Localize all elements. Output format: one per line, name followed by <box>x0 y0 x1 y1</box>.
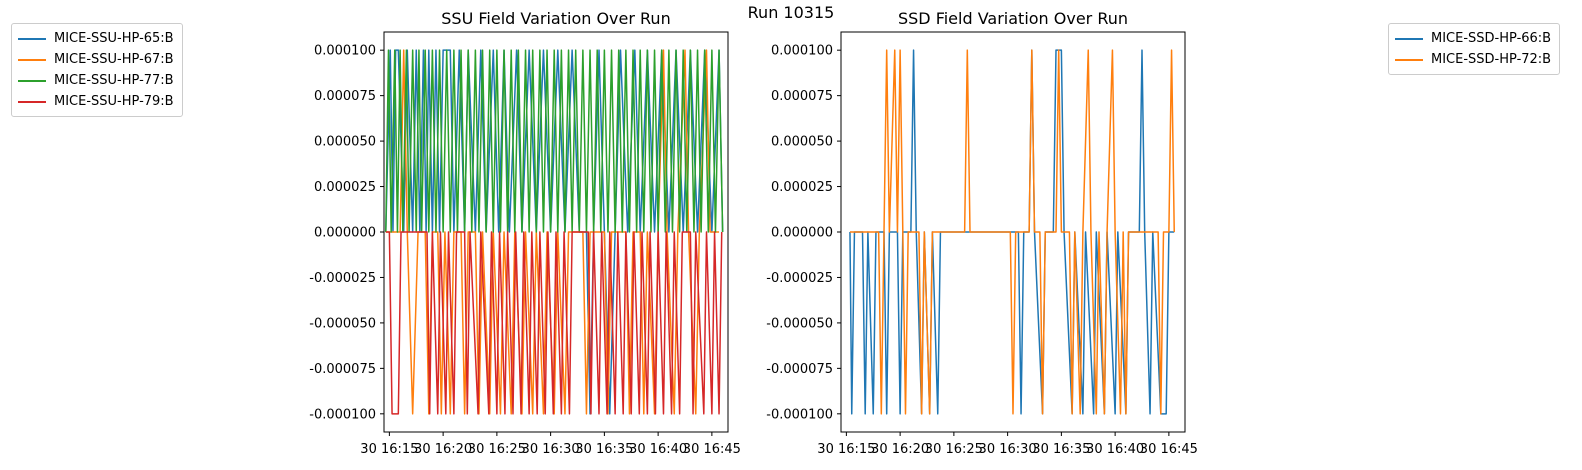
ssu-legend-item-1: MICE-SSU-HP-65:B <box>18 28 174 49</box>
ssu-y-tick-label: -0.000075 <box>309 362 376 377</box>
ssu-legend-item-3: MICE-SSU-HP-77:B <box>18 70 174 91</box>
ssu-legend-label: MICE-SSU-HP-65:B <box>54 31 174 46</box>
ssu-legend-label: MICE-SSU-HP-77:B <box>54 73 174 88</box>
ssu-y-tick-label: 0.000075 <box>314 89 376 104</box>
ssd-legend-swatch <box>1395 37 1423 40</box>
ssu-legend: MICE-SSU-HP-65:B MICE-SSU-HP-67:B MICE-SSU… <box>11 23 183 117</box>
ssu-legend-swatch <box>18 58 46 61</box>
ssu-series-line-3 <box>385 49 724 233</box>
ssu-legend-swatch <box>18 79 46 82</box>
ssu-y-tick-label: 0.000100 <box>314 44 376 59</box>
ssd-y-tick-label: -0.000100 <box>766 407 833 422</box>
ssu-y-tick-label: -0.000050 <box>309 316 376 331</box>
ssu-legend-swatch <box>18 100 46 103</box>
ssd-y-tick-label: 0.000025 <box>771 180 833 195</box>
ssu-x-tick-label: 30 16:15 <box>360 442 418 457</box>
ssu-x-tick-label: 30 16:20 <box>414 442 472 457</box>
ssd-legend-label: MICE-SSD-HP-66:B <box>1431 31 1552 46</box>
ssu-chart-title: SSU Field Variation Over Run <box>441 9 670 28</box>
ssd-legend-swatch <box>1395 58 1423 61</box>
ssd-x-tick-label: 30 16:20 <box>871 442 929 457</box>
ssd-legend-item-1: MICE-SSD-HP-66:B <box>1395 28 1551 49</box>
ssu-y-tick-label: 0.000025 <box>314 180 376 195</box>
ssd-x-tick-label: 30 16:45 <box>1140 442 1198 457</box>
ssu-plot-area <box>385 49 724 415</box>
ssd-y-tick-label: 0.000075 <box>771 89 833 104</box>
ssu-legend-swatch <box>18 37 46 40</box>
ssu-y-tick-label: 0.000000 <box>314 226 376 241</box>
ssd-series-line-2 <box>849 49 1175 415</box>
ssd-x-tick-label: 30 16:30 <box>979 442 1037 457</box>
ssu-x-tick-label: 30 16:35 <box>575 442 633 457</box>
ssd-y-tick-label: -0.000050 <box>766 316 833 331</box>
ssd-legend: MICE-SSD-HP-66:B MICE-SSD-HP-72:B <box>1388 23 1561 75</box>
ssu-y-tick-label: -0.000100 <box>309 407 376 422</box>
ssd-y-tick-label: 0.000000 <box>771 226 833 241</box>
ssd-chart-title: SSD Field Variation Over Run <box>898 9 1128 28</box>
ssd-x-tick-label: 30 16:35 <box>1032 442 1090 457</box>
figure-suptitle: Run 10315 <box>747 3 835 22</box>
ssu-legend-item-4: MICE-SSU-HP-79:B <box>18 91 174 112</box>
ssd-y-tick-label: 0.000100 <box>771 44 833 59</box>
ssd-plot-area <box>849 49 1175 415</box>
ssu-y-tick-label: -0.000025 <box>309 271 376 286</box>
ssd-x-tick-label: 30 16:25 <box>925 442 983 457</box>
ssd-y-tick-label: 0.000050 <box>771 135 833 150</box>
ssu-x-tick-label: 30 16:40 <box>629 442 687 457</box>
ssu-x-tick-label: 30 16:25 <box>468 442 526 457</box>
ssu-x-tick-label: 30 16:30 <box>522 442 580 457</box>
ssu-legend-label: MICE-SSU-HP-67:B <box>54 52 174 67</box>
ssd-legend-item-2: MICE-SSD-HP-72:B <box>1395 49 1551 70</box>
ssu-x-tick-label: 30 16:45 <box>683 442 741 457</box>
ssu-y-tick-label: 0.000050 <box>314 135 376 150</box>
ssu-series-line-2 <box>385 49 720 415</box>
ssu-legend-item-2: MICE-SSU-HP-67:B <box>18 49 174 70</box>
ssu-series-line-4 <box>385 231 723 415</box>
ssd-x-tick-label: 30 16:15 <box>817 442 875 457</box>
ssd-y-tick-label: -0.000075 <box>766 362 833 377</box>
ssd-x-tick-label: 30 16:40 <box>1086 442 1144 457</box>
ssd-legend-label: MICE-SSD-HP-72:B <box>1431 52 1552 67</box>
ssd-y-tick-label: -0.000025 <box>766 271 833 286</box>
ssu-legend-label: MICE-SSU-HP-79:B <box>54 94 174 109</box>
